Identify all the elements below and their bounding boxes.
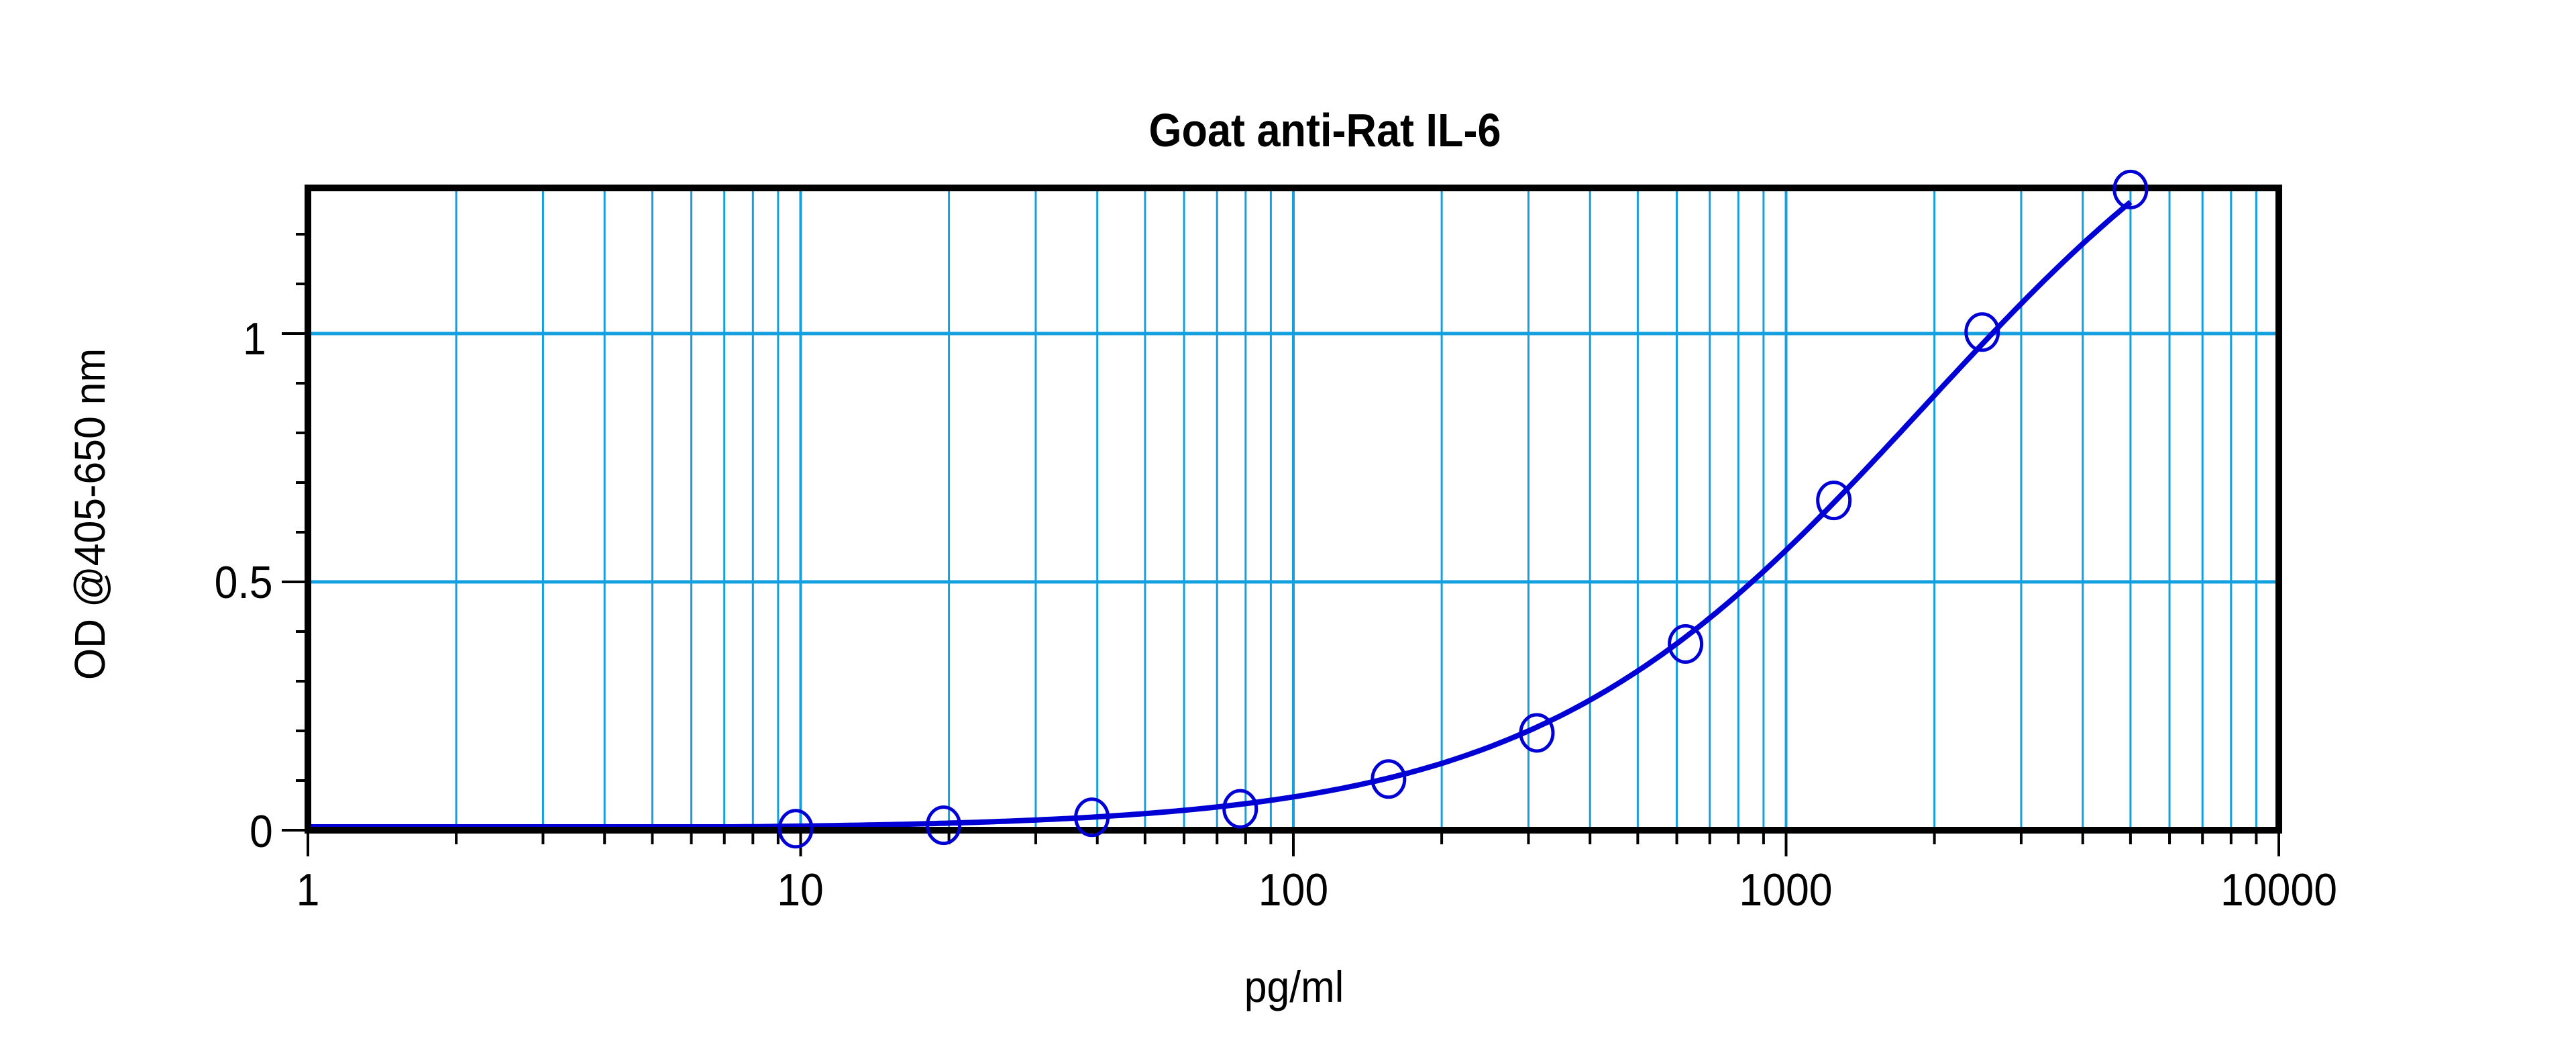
x-tick-label-1000: 1000 [1739, 864, 1833, 915]
data-point-marker [1964, 312, 2000, 352]
y-tick-label-1: 1 [243, 313, 266, 364]
data-point-marker [1222, 789, 1258, 829]
data-point-marker [1371, 759, 1407, 799]
data-point-marker [2112, 169, 2149, 209]
chart-title: Goat anti-Rat IL-6 [1148, 104, 1501, 156]
x-tick-label-10: 10 [777, 864, 824, 915]
y-tick-label-0-5: 0.5 [215, 557, 273, 608]
data-point-marker [926, 805, 962, 846]
x-tick-label-1: 1 [296, 864, 320, 915]
x-axis-label: pg/ml [1244, 962, 1344, 1011]
plot-frame [305, 185, 2282, 834]
grid-lines [308, 188, 2279, 830]
data-point-marker [1074, 797, 1110, 838]
data-point-marker [777, 809, 814, 849]
data-point-marker [1668, 624, 1704, 664]
data-point-marker [1519, 713, 1555, 753]
x-tick-label-100: 100 [1258, 864, 1329, 915]
data-point-marker [1816, 481, 1852, 521]
data-markers [777, 169, 2149, 849]
y-tick-label-0: 0 [250, 806, 273, 857]
x-tick-label-10000: 10000 [2220, 864, 2337, 915]
y-axis-label: OD @405-650 nm [66, 348, 114, 681]
